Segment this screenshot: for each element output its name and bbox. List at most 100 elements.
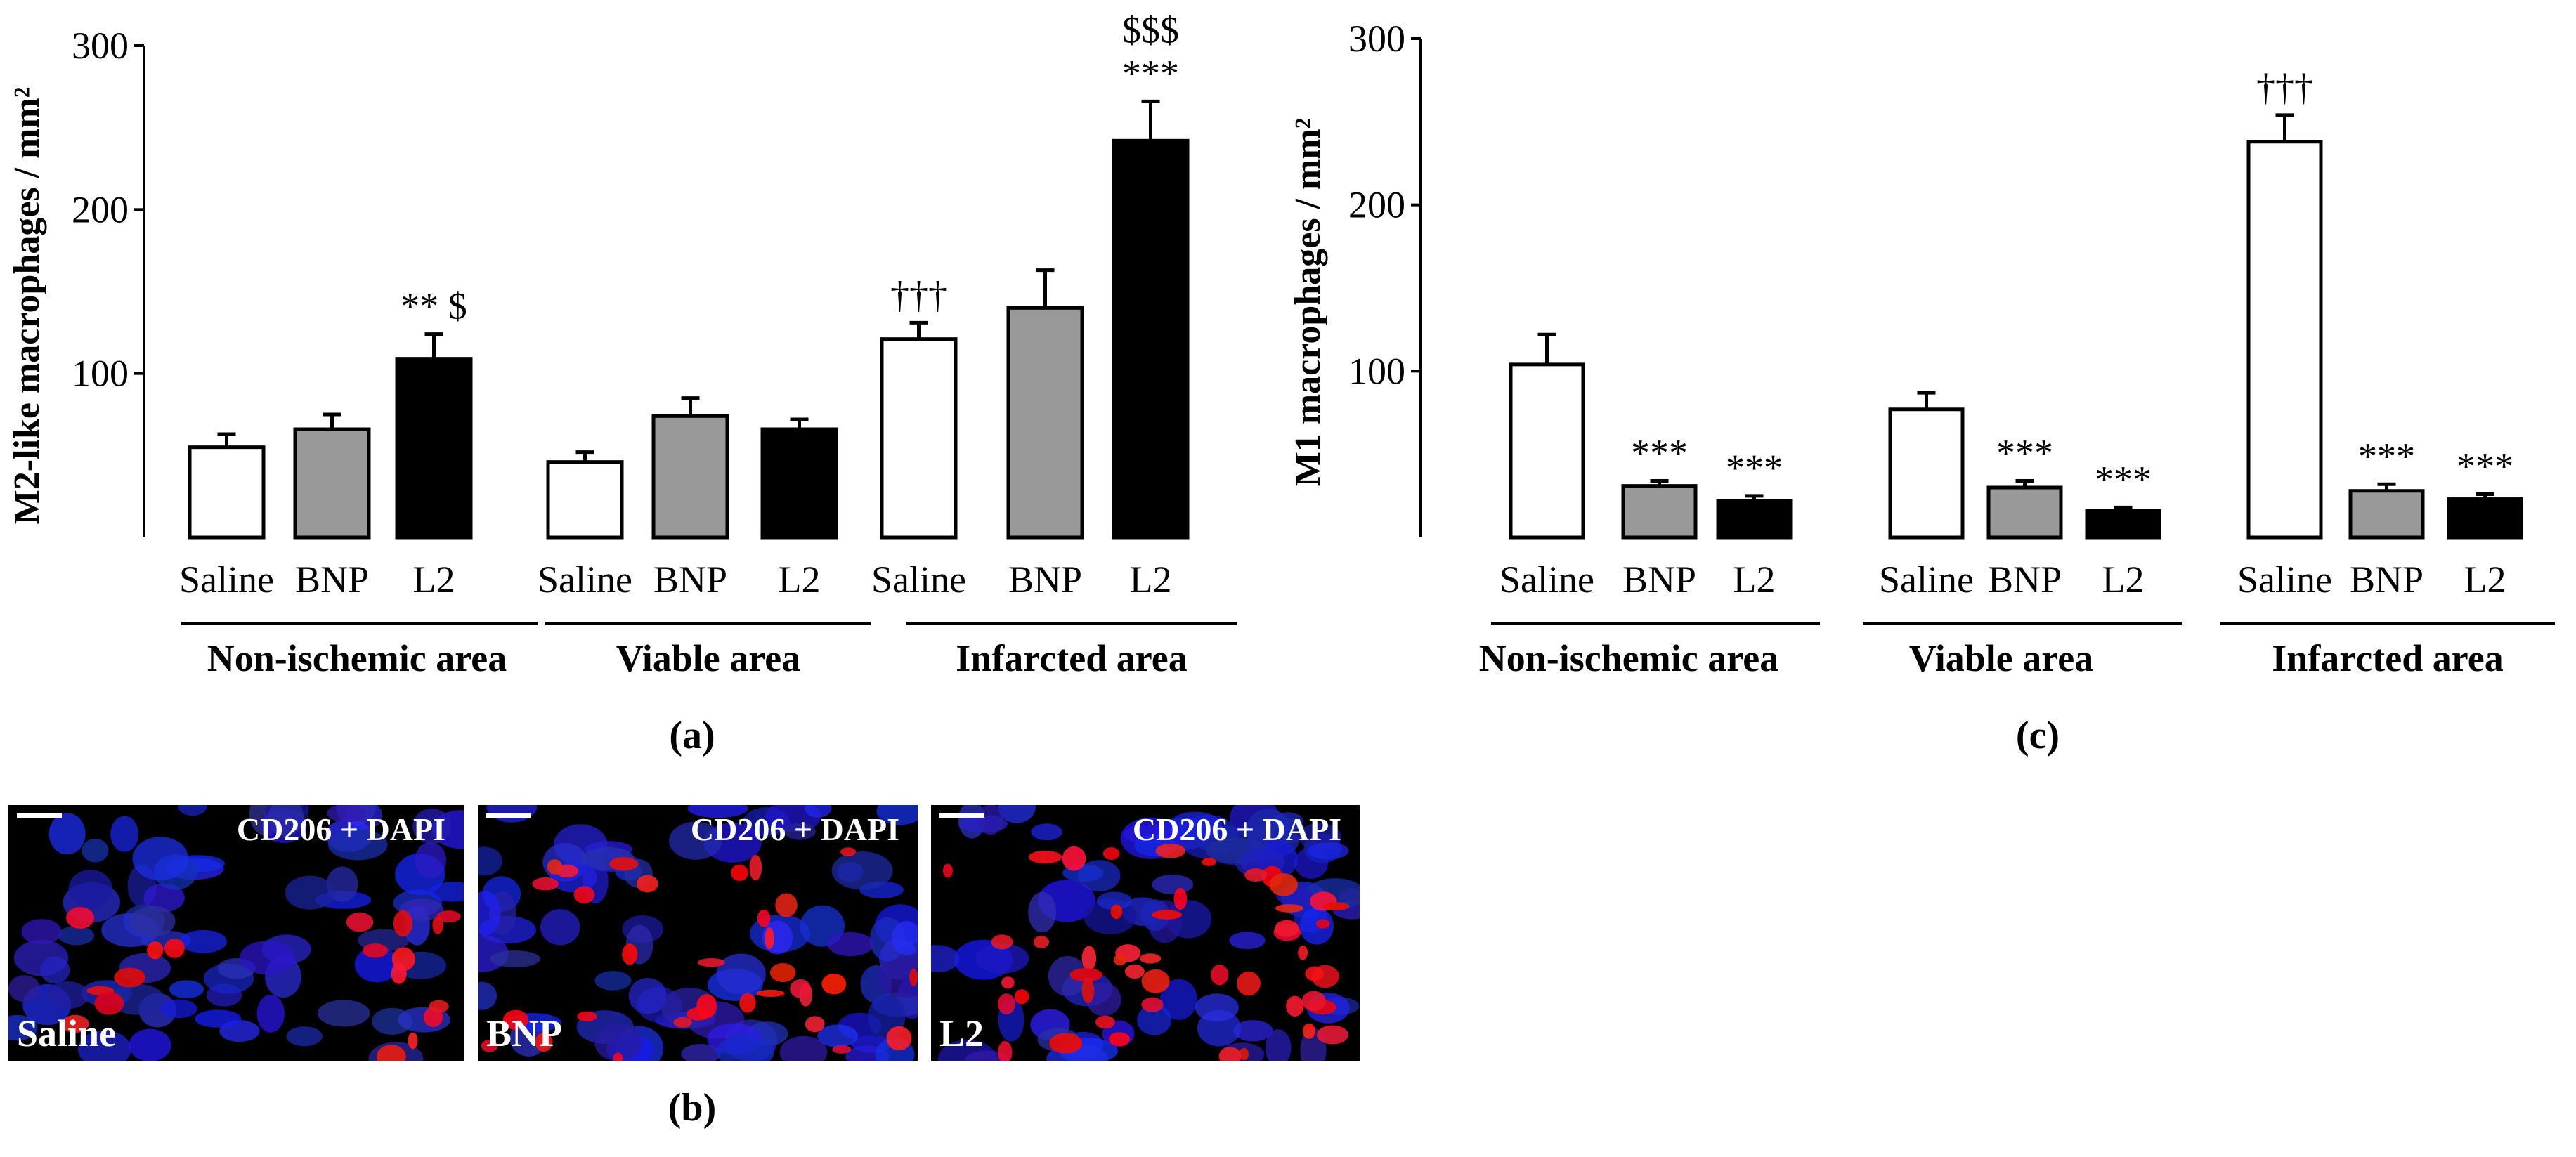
category-label: Saline bbox=[1500, 558, 1594, 601]
cd206-signal-blob bbox=[1301, 991, 1326, 1012]
cd206-signal-blob bbox=[757, 910, 771, 927]
category-label: Saline bbox=[1879, 558, 1974, 601]
cd206-signal-blob bbox=[1316, 1025, 1349, 1045]
nucleus-blob bbox=[1265, 1029, 1292, 1061]
nucleus-blob bbox=[169, 980, 204, 999]
nucleus-blob bbox=[804, 805, 832, 818]
bar bbox=[1621, 484, 1698, 540]
nucleus-blob bbox=[1299, 907, 1334, 945]
chart-c: 100 200 300 M1 macrophages / mm² Saline BNP **… bbox=[1288, 18, 2555, 679]
cd206-signal-blob bbox=[1244, 868, 1268, 882]
category-label: L2 bbox=[779, 558, 821, 601]
group-label: Saline bbox=[17, 1012, 117, 1054]
cd206-signal-blob bbox=[1155, 843, 1186, 858]
nucleus-blob bbox=[160, 999, 197, 1019]
bar bbox=[2246, 140, 2323, 540]
nucleus-blob bbox=[594, 1024, 642, 1061]
nucleus-blob bbox=[1137, 1005, 1172, 1035]
nucleus-blob bbox=[129, 906, 176, 937]
cd206-signal-blob bbox=[1173, 887, 1188, 910]
cd206-signal-blob bbox=[547, 859, 563, 875]
bar bbox=[2447, 497, 2523, 540]
cd206-signal-blob bbox=[832, 1045, 852, 1054]
panel-label-c: (c) bbox=[2015, 714, 2060, 757]
cd206-signal-blob bbox=[769, 962, 796, 983]
nucleus-blob bbox=[831, 851, 893, 890]
nucleus-blob bbox=[195, 1009, 242, 1028]
nucleus-blob bbox=[8, 1014, 38, 1041]
cd206-signal-blob bbox=[696, 993, 717, 1019]
group-label: Viable area bbox=[1909, 637, 2093, 679]
nucleus-blob bbox=[1272, 812, 1304, 831]
cd206-signal-blob bbox=[775, 893, 798, 917]
micrograph-saline: CD206 + DAPI Saline bbox=[8, 805, 464, 1061]
cd206-signal-blob bbox=[636, 875, 658, 893]
significance-label: *** bbox=[1726, 447, 1783, 489]
category-label: Saline bbox=[179, 558, 274, 601]
bar bbox=[651, 414, 729, 540]
nucleus-blob bbox=[1152, 874, 1194, 895]
nucleus-blob bbox=[317, 1000, 370, 1027]
category-label: L2 bbox=[413, 558, 455, 601]
scale-bar bbox=[486, 813, 531, 818]
cd206-signal-blob bbox=[393, 910, 413, 937]
panel-label-b: (b) bbox=[668, 1086, 717, 1130]
cd206-signal-blob bbox=[739, 993, 756, 1013]
nucleus-blob bbox=[878, 957, 918, 998]
cd206-signal-blob bbox=[1081, 946, 1097, 971]
significance-label: *** bbox=[1631, 432, 1688, 474]
micrograph-bnp: CD206 + DAPI BNP bbox=[478, 805, 918, 1061]
y-axis-label: M2-like macrophages / mm² bbox=[7, 87, 47, 525]
cd206-signal-blob bbox=[622, 943, 638, 965]
nucleus-blob bbox=[77, 1030, 131, 1061]
nucleus-blob bbox=[827, 932, 874, 957]
cd206-signal-blob bbox=[436, 910, 461, 923]
micrograph-image-l2 bbox=[931, 805, 1360, 1061]
micrograph-image-saline bbox=[8, 805, 464, 1061]
bar bbox=[188, 445, 266, 540]
nucleus-blob bbox=[998, 805, 1036, 823]
category-label: Saline bbox=[2237, 558, 2332, 601]
significance-label: ††† bbox=[2256, 66, 2313, 108]
nucleus-blob bbox=[1097, 891, 1132, 910]
nucleus-blob bbox=[40, 956, 70, 984]
nucleus-blob bbox=[21, 919, 62, 945]
y-tick-label: 200 bbox=[72, 188, 129, 230]
bar bbox=[880, 337, 958, 540]
cd206-signal-blob bbox=[1124, 964, 1145, 979]
group-label: Viable area bbox=[616, 637, 800, 679]
bar bbox=[1112, 138, 1190, 540]
nucleus-blob bbox=[1308, 842, 1349, 860]
group-label: Infarcted area bbox=[956, 637, 1187, 679]
cd206-signal-blob bbox=[1069, 967, 1103, 982]
cd206-signal-blob bbox=[532, 877, 559, 891]
nucleus-blob bbox=[48, 813, 86, 855]
group-label: Infarcted area bbox=[2272, 637, 2503, 679]
nucleus-blob bbox=[256, 994, 285, 1033]
y-tick-label: 200 bbox=[1348, 184, 1405, 226]
significance-label: ††† bbox=[890, 273, 947, 315]
cd206-signal-blob bbox=[1211, 964, 1229, 986]
nucleus-blob bbox=[628, 978, 667, 1014]
nucleus-blob bbox=[1031, 823, 1062, 841]
scale-bar bbox=[17, 813, 62, 818]
nucleus-blob bbox=[129, 1028, 171, 1061]
category-label: BNP bbox=[1988, 558, 2062, 601]
bar bbox=[1888, 407, 1965, 540]
nucleus-blob bbox=[1229, 932, 1266, 950]
cd206-signal-blob bbox=[577, 1011, 597, 1021]
category-label: L2 bbox=[1130, 558, 1172, 601]
stain-label: CD206 + DAPI bbox=[1132, 811, 1341, 847]
cd206-signal-blob bbox=[1239, 1047, 1249, 1061]
nucleus-blob bbox=[1195, 993, 1239, 1022]
cd206-signal-blob bbox=[535, 1033, 553, 1052]
cd206-signal-blob bbox=[1302, 1023, 1316, 1039]
cd206-signal-blob bbox=[1139, 953, 1162, 964]
cd206-signal-blob bbox=[1014, 989, 1029, 1005]
scale-bar bbox=[939, 813, 984, 818]
micrograph-l2: CD206 + DAPI L2 bbox=[931, 805, 1360, 1061]
cd206-signal-blob bbox=[346, 912, 374, 932]
category-label: BNP bbox=[1622, 558, 1696, 601]
stain-label: CD206 + DAPI bbox=[236, 811, 445, 847]
category-label: Saline bbox=[871, 558, 966, 601]
